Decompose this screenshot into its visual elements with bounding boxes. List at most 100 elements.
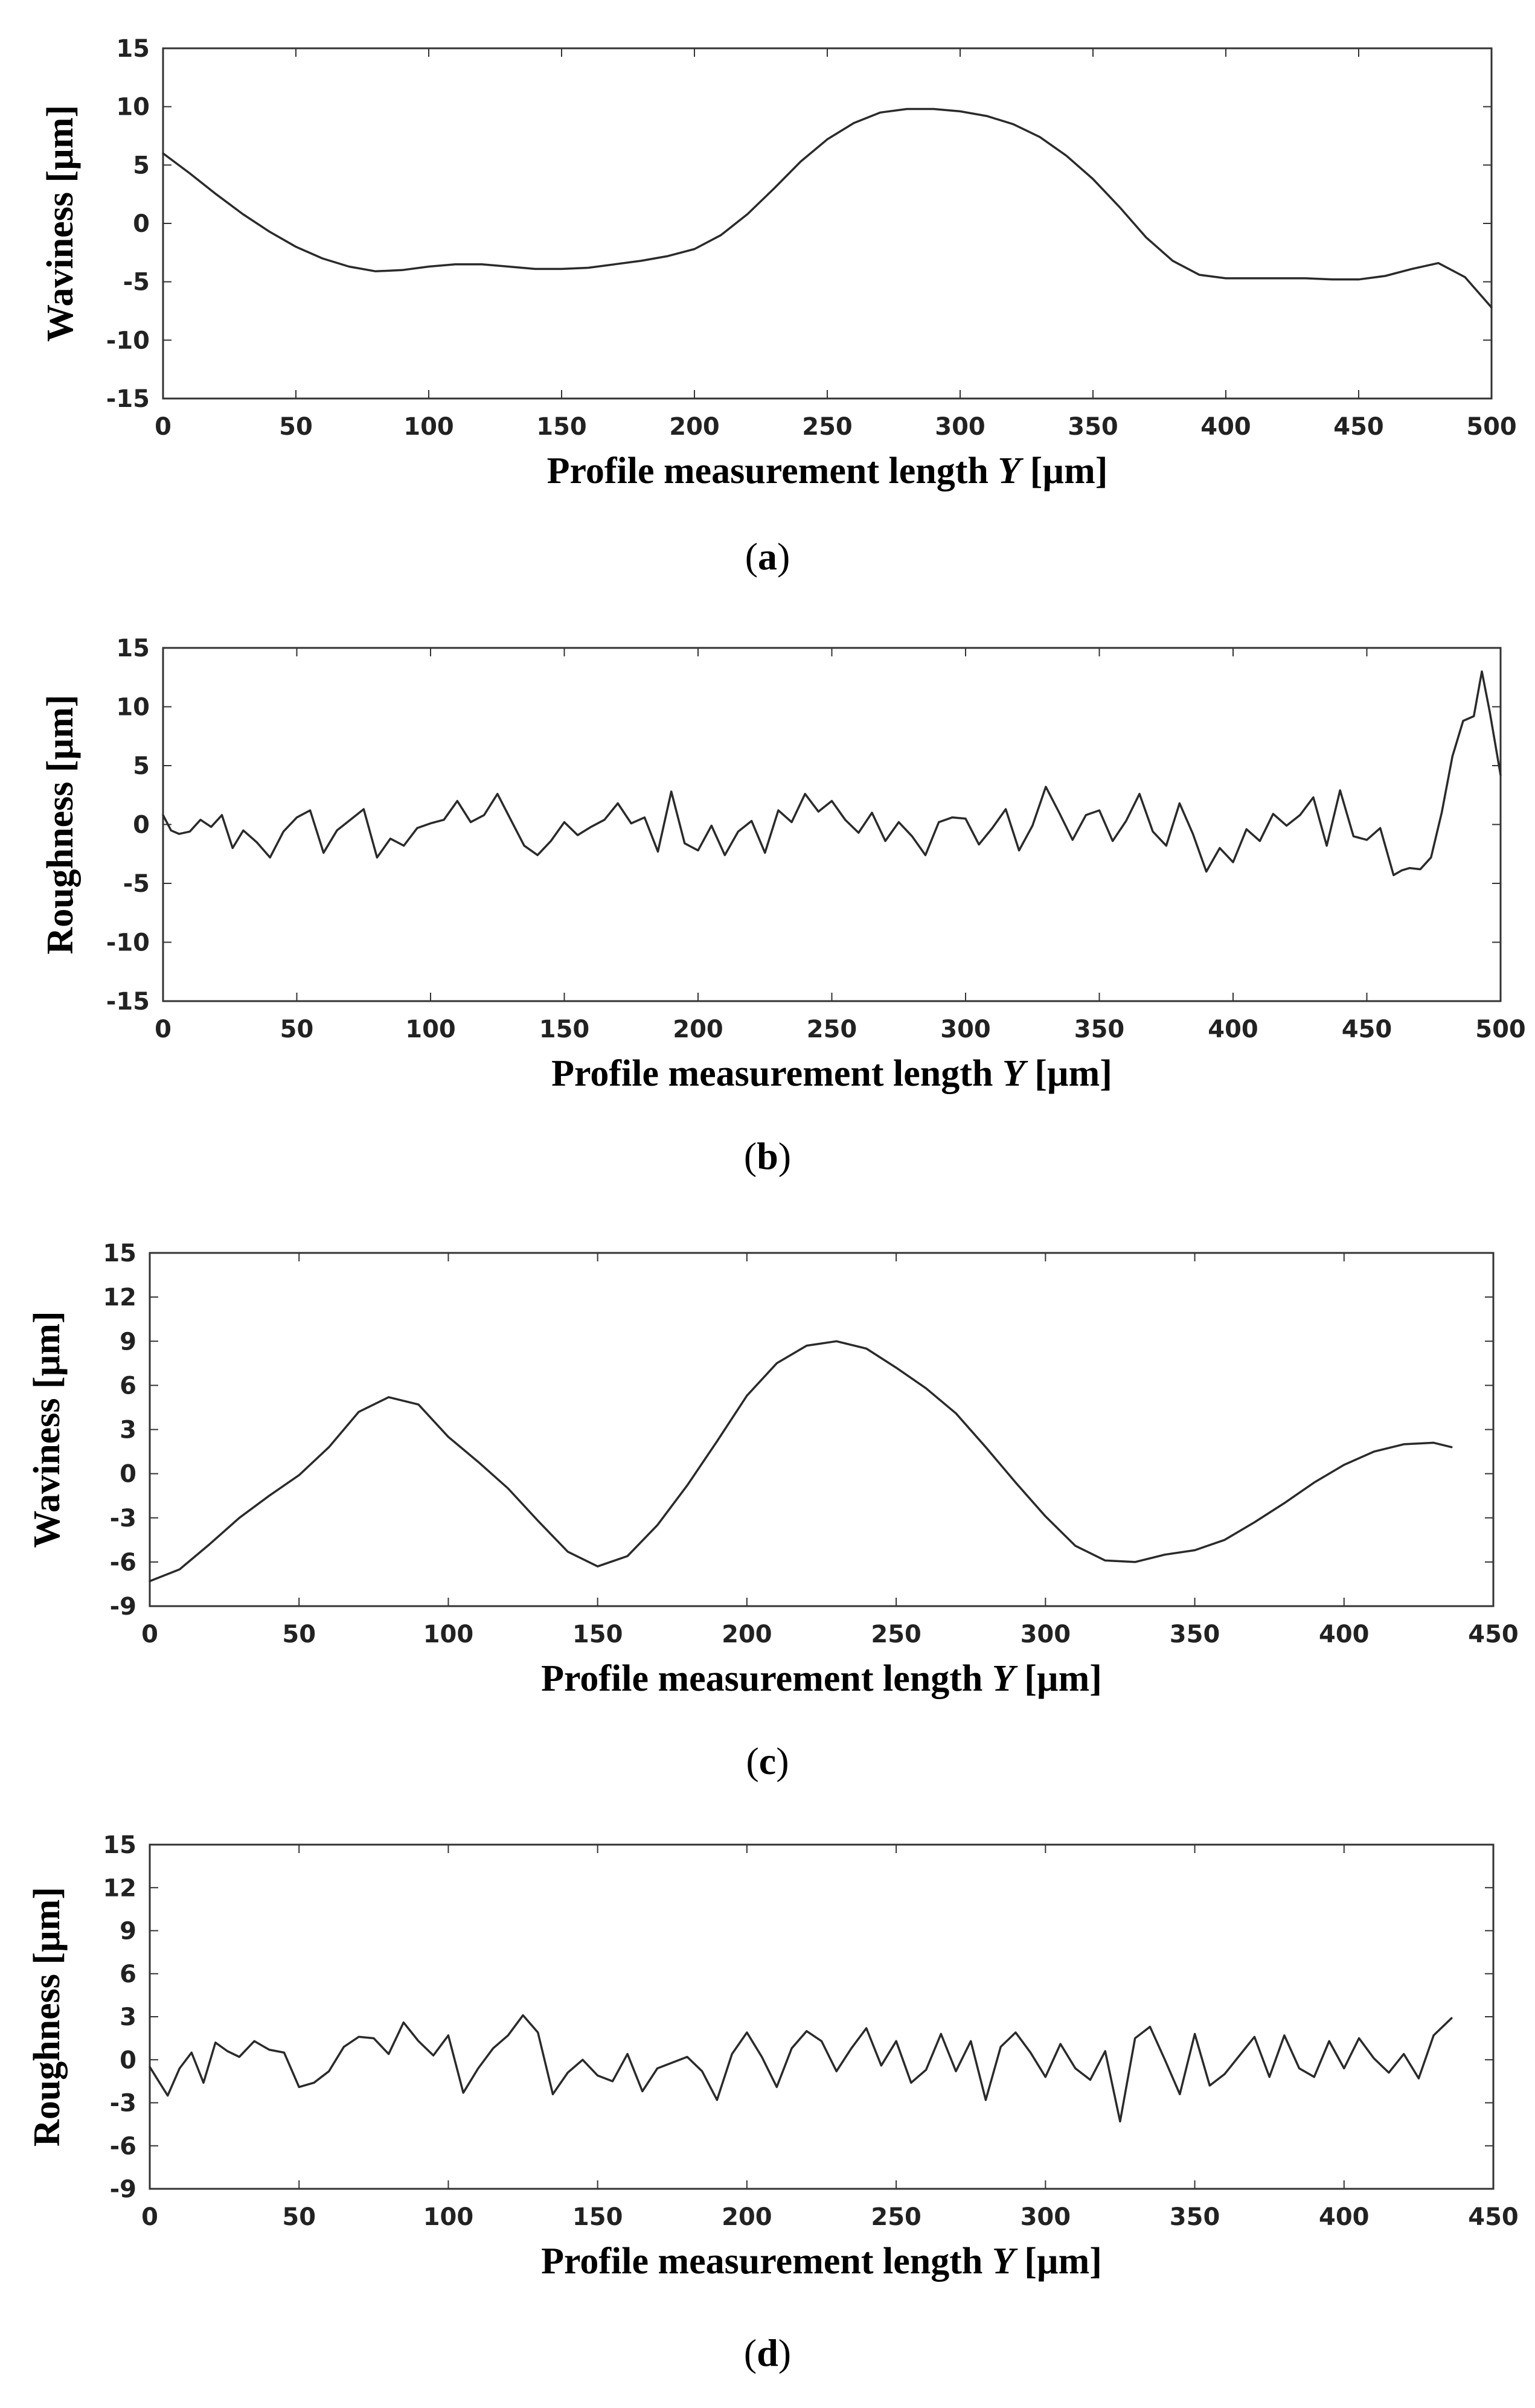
y-tick-label: -10 <box>106 929 150 957</box>
x-tick-label: 400 <box>1200 413 1251 441</box>
x-tick-label: 350 <box>1170 2203 1220 2231</box>
x-tick-label: 400 <box>1319 1621 1370 1648</box>
plot-frame <box>162 647 1502 1002</box>
y-tick-label: 9 <box>120 1918 136 1945</box>
y-axis-label: Roughness [µm] <box>27 1887 68 2147</box>
plot-frame <box>149 1843 1495 2190</box>
y-tick-label: -3 <box>110 2090 136 2118</box>
x-tick-label: 300 <box>1021 1621 1071 1648</box>
chart-panel-d: 0 50 100 150 200 250 300 350 400 450 15 12 9 6 3 0 -3 -6 -… <box>0 1817 1535 2397</box>
y-tick-label: 9 <box>120 1328 136 1356</box>
y-tick-label: 15 <box>103 1240 136 1267</box>
chart-panel-a: 0 50 100 150 200 250 300 350 400 450 500 15 10 5 0 -5 -1… <box>0 0 1535 580</box>
x-tick-label: 100 <box>423 2203 474 2231</box>
y-tick-label: -15 <box>106 385 150 413</box>
x-axis-label-var: Y <box>992 1658 1018 1699</box>
y-tick-label: 12 <box>103 1284 136 1311</box>
x-axis-label: Profile measurement length Y [µm] <box>541 1658 1102 1699</box>
x-tick-label: 0 <box>155 1016 171 1043</box>
x-axis-label: Profile measurement length Y [µm] <box>551 1053 1112 1094</box>
x-tick-label: 300 <box>1021 2203 1071 2231</box>
caption-b: (b) <box>743 1135 792 1177</box>
series-line <box>162 670 1502 877</box>
x-tick-label: 250 <box>871 2203 921 2231</box>
y-tick-label: 0 <box>120 1461 136 1488</box>
plot-frame <box>149 1252 1495 1607</box>
x-tick-label: 300 <box>940 1016 991 1043</box>
y-tick-label: 6 <box>120 1961 136 1988</box>
x-tick-label: 0 <box>155 413 171 441</box>
y-tick-label: -9 <box>110 1593 136 1621</box>
x-tick-label: 500 <box>1475 1016 1526 1043</box>
y-axis-label: Waviness [µm] <box>27 1311 68 1548</box>
x-tick-label: 400 <box>1208 1016 1258 1043</box>
x-tick-label: 50 <box>279 413 313 441</box>
caption-d: (d) <box>743 2331 792 2374</box>
plot-frame <box>162 47 1493 400</box>
x-tick-label: 450 <box>1342 1016 1392 1043</box>
y-tick-label: 15 <box>103 1831 136 1859</box>
x-tick-label: 200 <box>673 1016 723 1043</box>
y-tick-label: -5 <box>123 870 150 898</box>
y-tick-label: 15 <box>116 635 150 662</box>
series-line <box>149 1340 1453 1583</box>
x-axis-label-var: Y <box>998 450 1024 492</box>
x-tick-label: 0 <box>141 2203 158 2231</box>
chart-b: 0 50 100 150 200 250 300 350 400 450 500151050-5-1… <box>40 635 1526 1094</box>
x-tick-label: 400 <box>1319 2203 1370 2231</box>
x-tick-label: 0 <box>141 1621 158 1648</box>
y-tick-label: 10 <box>116 694 150 722</box>
x-tick-label: 200 <box>669 413 720 441</box>
x-axis-label-text: Profile measurement length <box>551 1053 1002 1094</box>
x-axis-label-var: Y <box>1002 1053 1028 1094</box>
x-tick-label: 250 <box>871 1621 921 1648</box>
x-tick-label: 150 <box>572 1621 623 1648</box>
x-tick-label: 350 <box>1170 1621 1220 1648</box>
y-tick-label: 0 <box>133 210 150 238</box>
x-axis-label: Profile measurement length Y [µm] <box>547 450 1108 492</box>
y-tick-label: -9 <box>110 2176 136 2203</box>
x-tick-label: 100 <box>405 1016 456 1043</box>
x-axis-label-text: Profile measurement length <box>541 2241 992 2282</box>
x-axis-label-unit: [µm] <box>1015 1658 1102 1699</box>
x-tick-label: 250 <box>807 1016 857 1043</box>
x-axis-label-unit: [µm] <box>1015 2241 1102 2282</box>
x-tick-label: 50 <box>280 1016 314 1043</box>
y-tick-label: -15 <box>106 988 150 1016</box>
x-tick-label: 350 <box>1074 1016 1125 1043</box>
y-tick-label: -6 <box>110 1549 136 1577</box>
chart-c: 0 50 100 150 200 250 300 350 400 450 15 12 9 6 3 0 -3 -6 -… <box>27 1240 1519 1699</box>
series-line <box>149 2014 1453 2123</box>
y-tick-label: -5 <box>123 269 150 296</box>
caption-a: (a) <box>745 535 790 578</box>
y-tick-label: 10 <box>116 94 150 121</box>
x-axis-label: Profile measurement length Y [µm] <box>541 2241 1102 2282</box>
x-tick-label: 450 <box>1333 413 1384 441</box>
x-tick-label: 300 <box>935 413 985 441</box>
y-tick-label: -6 <box>110 2133 136 2160</box>
x-tick-label: 200 <box>722 1621 772 1648</box>
series-line <box>162 107 1493 309</box>
x-axis-label-var: Y <box>992 2241 1018 2282</box>
y-tick-label: 5 <box>133 152 150 179</box>
y-tick-label: -10 <box>106 327 150 354</box>
x-tick-label: 200 <box>722 2203 772 2231</box>
x-tick-label: 100 <box>403 413 454 441</box>
x-axis-label-text: Profile measurement length <box>547 450 998 492</box>
y-axis-label: Waviness [µm] <box>40 105 81 342</box>
x-tick-label: 100 <box>423 1621 474 1648</box>
y-tick-label: 15 <box>116 35 150 63</box>
y-tick-label: 3 <box>120 2003 136 2031</box>
x-axis-label-unit: [µm] <box>1025 1053 1112 1094</box>
caption-c: (c) <box>746 1740 789 1782</box>
x-tick-label: 500 <box>1466 413 1517 441</box>
x-tick-label: 150 <box>539 1016 590 1043</box>
chart-d: 0 50 100 150 200 250 300 350 400 450 15 12 9 6 3 0 -3 -6 -… <box>27 1831 1519 2282</box>
y-tick-label: 12 <box>103 1874 136 1902</box>
x-tick-label: 250 <box>802 413 853 441</box>
x-tick-label: 450 <box>1468 1621 1519 1648</box>
y-axis-label: Roughness [µm] <box>40 694 81 954</box>
chart-a: 0 50 100 150 200 250 300 350 400 450 500151050-5-1… <box>40 35 1517 492</box>
y-tick-label: 3 <box>120 1417 136 1444</box>
y-tick-label: -3 <box>110 1505 136 1532</box>
